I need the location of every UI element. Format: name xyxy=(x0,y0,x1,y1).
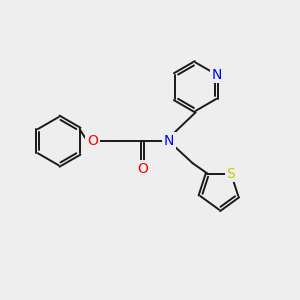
Text: N: N xyxy=(212,68,222,82)
Text: O: O xyxy=(87,134,98,148)
Text: S: S xyxy=(226,167,235,181)
Text: O: O xyxy=(137,162,148,176)
Text: N: N xyxy=(164,134,174,148)
